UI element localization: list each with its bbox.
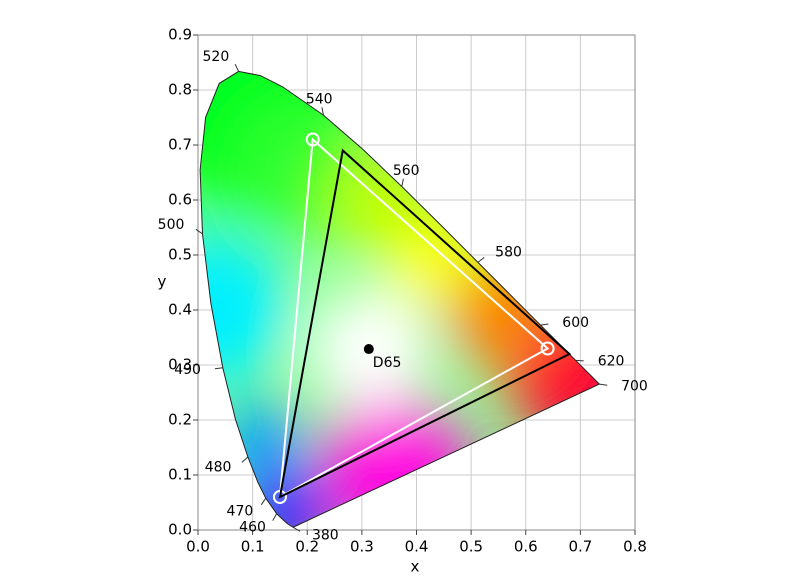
y-tick-label: 0.3 xyxy=(168,356,192,374)
wavelength-label: 470 xyxy=(227,503,254,519)
y-tick-label: 0.8 xyxy=(168,81,192,99)
x-tick-label: 0.2 xyxy=(295,538,319,556)
x-tick-label: 0.1 xyxy=(241,538,265,556)
x-tick-label: 0.4 xyxy=(405,538,429,556)
x-tick-label: 0.5 xyxy=(459,538,483,556)
wavelength-label: 480 xyxy=(205,460,232,476)
gamut-triangle xyxy=(278,148,572,499)
gamut-triangle xyxy=(278,137,550,499)
wavelength-tick xyxy=(234,63,240,72)
y-tick-label: 0.9 xyxy=(168,26,192,44)
wavelength-tick xyxy=(195,228,203,235)
wavelength-label: 500 xyxy=(158,217,185,233)
y-tick-label: 0.5 xyxy=(168,246,192,264)
y-axis-label: y xyxy=(158,273,167,291)
x-axis-label: x xyxy=(411,558,420,576)
wavelength-tick xyxy=(321,107,324,116)
wavelength-tick xyxy=(540,323,549,326)
white-point xyxy=(363,344,374,355)
y-tick-label: 0.4 xyxy=(168,301,192,319)
gamut-vertex xyxy=(305,132,320,147)
wavelength-label: 560 xyxy=(393,163,420,179)
y-tick-label: 0.1 xyxy=(168,466,192,484)
wavelength-label: 620 xyxy=(598,353,625,369)
x-tick-label: 0.0 xyxy=(186,538,210,556)
wavelength-tick xyxy=(477,257,485,263)
gamut-vertex xyxy=(540,341,555,356)
wavelength-label: 700 xyxy=(621,378,648,394)
wavelength-label: 380 xyxy=(312,527,339,543)
wavelength-label: 580 xyxy=(495,244,522,260)
y-tick-label: 0.0 xyxy=(168,521,192,539)
y-tick-label: 0.6 xyxy=(168,191,192,209)
x-tick-label: 0.6 xyxy=(514,538,538,556)
wavelength-tick xyxy=(272,513,278,521)
wavelength-tick xyxy=(214,367,223,370)
wavelength-tick xyxy=(260,497,267,506)
wavelength-tick xyxy=(401,178,404,187)
y-tick-label: 0.2 xyxy=(168,411,192,429)
wavelength-tick xyxy=(599,383,608,386)
x-tick-label: 0.8 xyxy=(623,538,647,556)
wavelength-label: 520 xyxy=(203,49,230,65)
x-tick-label: 0.7 xyxy=(568,538,592,556)
wavelength-label: 490 xyxy=(174,362,201,378)
gamut-vertex xyxy=(272,490,287,504)
wavelength-label: 460 xyxy=(239,520,266,536)
wavelength-label: 540 xyxy=(306,91,333,107)
x-tick-label: 0.3 xyxy=(350,538,374,556)
wavelength-label: 600 xyxy=(562,315,589,331)
white-point-label: D65 xyxy=(373,355,402,371)
y-tick-label: 0.7 xyxy=(168,136,192,154)
wavelength-tick xyxy=(241,456,249,463)
wavelength-tick xyxy=(292,526,301,532)
